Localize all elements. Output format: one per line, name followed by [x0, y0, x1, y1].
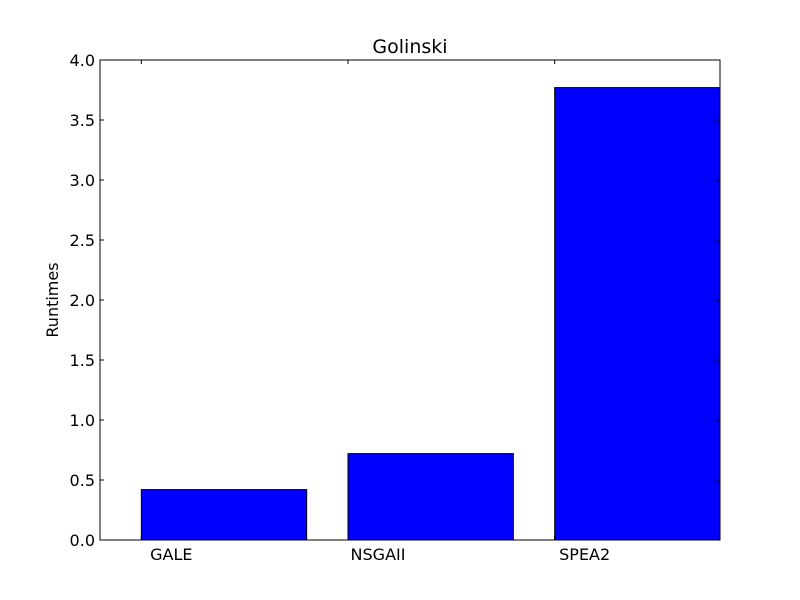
- y-tick-label: 3.5: [70, 111, 95, 130]
- y-tick-label: 1.5: [70, 351, 95, 370]
- x-tick-label: SPEA2: [559, 545, 610, 564]
- y-tick-label: 2.5: [70, 231, 95, 250]
- y-tick-label: 3.0: [70, 171, 95, 190]
- bar-spea2: [554, 87, 721, 541]
- y-axis-label: Runtimes: [43, 262, 62, 337]
- ticks-group: GALE NSGAII SPEA2 0.0 0.5 1.0 1.5 2.0 2.5 3.0 3.5 4…: [70, 51, 720, 564]
- bar-nsgaii: [347, 453, 514, 541]
- plot-frame: [99, 59, 721, 541]
- y-tick-label: 1.0: [70, 411, 95, 430]
- y-tick-label: 0.5: [70, 471, 95, 490]
- y-tick-label: 2.0: [70, 291, 95, 310]
- y-tick-label: 4.0: [70, 51, 95, 70]
- y-tick-label: 0.0: [70, 531, 95, 550]
- chart-title: Golinski: [372, 36, 447, 58]
- x-tick-label: GALE: [150, 545, 192, 564]
- x-tick-label: NSGAII: [351, 545, 406, 564]
- bar-gale: [140, 489, 308, 541]
- bars-group: [140, 87, 721, 541]
